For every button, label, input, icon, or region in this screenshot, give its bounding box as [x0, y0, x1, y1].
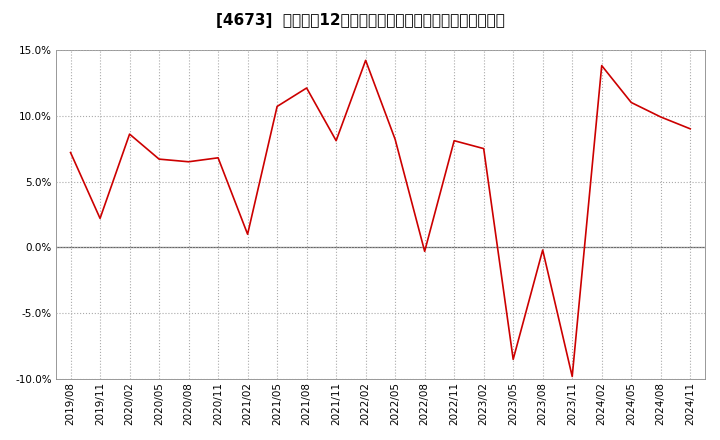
- Text: [4673]  売上高の12か月移動合計の対前年同期増減率の推移: [4673] 売上高の12か月移動合計の対前年同期増減率の推移: [215, 13, 505, 28]
